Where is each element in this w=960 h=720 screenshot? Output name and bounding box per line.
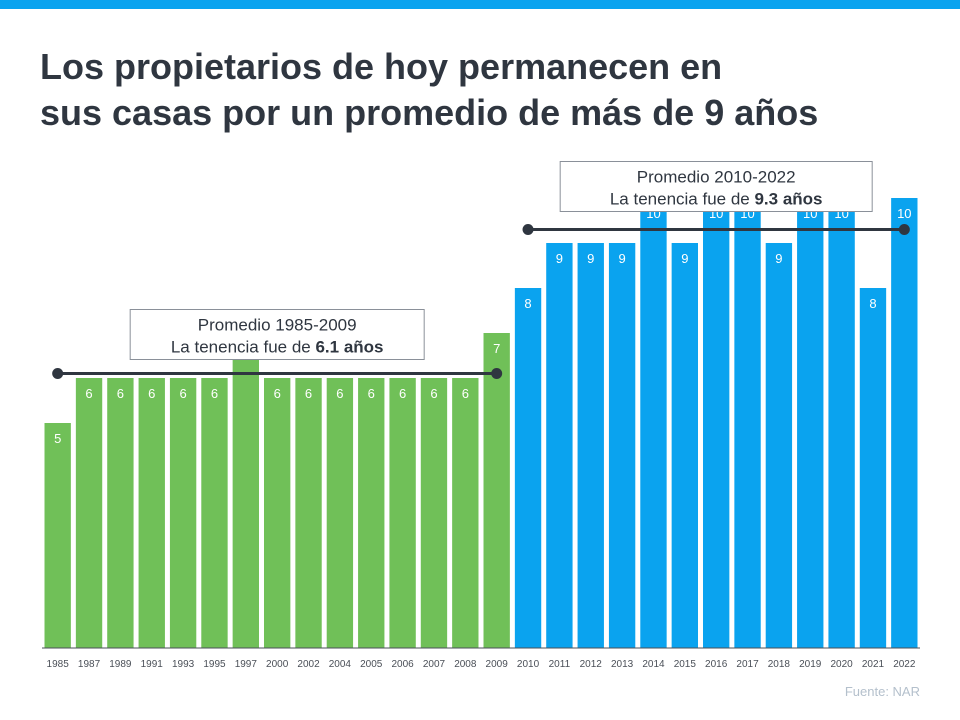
tick-label-2010: 2010 <box>517 659 540 670</box>
tick-label-2020: 2020 <box>830 659 853 670</box>
bar-2011 <box>546 243 573 648</box>
value-label-2004: 6 <box>336 386 343 401</box>
average-annotation-title-2: Promedio 2010-2022 <box>637 168 796 187</box>
tick-label-2021: 2021 <box>862 659 885 670</box>
value-label-2008: 6 <box>462 386 469 401</box>
average-annotation-detail-1: La tenencia fue de 6.1 años <box>171 338 384 357</box>
value-label-1987: 6 <box>85 386 92 401</box>
tick-label-2005: 2005 <box>360 659 383 670</box>
value-label-2005: 6 <box>368 386 375 401</box>
average-annotation-box-2 <box>559 161 873 212</box>
tick-label-2011: 2011 <box>549 659 571 670</box>
value-label-2000: 6 <box>274 386 281 401</box>
average-annotation-detail-2: La tenencia fue de 9.3 años <box>610 190 823 209</box>
bar-1985 <box>44 423 71 648</box>
bar-2006 <box>389 378 416 648</box>
value-label-1995: 6 <box>211 386 218 401</box>
average-line-2-end-dot <box>898 224 910 235</box>
bar-2007 <box>420 378 448 648</box>
bar-2021 <box>859 288 887 648</box>
tick-label-2008: 2008 <box>454 659 477 670</box>
value-label-2011: 9 <box>556 251 563 266</box>
tick-label-2013: 2013 <box>611 659 634 670</box>
tick-label-1995: 1995 <box>203 659 226 670</box>
average-line-1-end-dot <box>491 368 503 379</box>
tick-label-1993: 1993 <box>172 659 195 670</box>
value-label-2022: 10 <box>897 206 911 221</box>
tick-label-2012: 2012 <box>580 659 603 670</box>
value-label-1985: 5 <box>54 431 61 446</box>
tick-label-2018: 2018 <box>768 659 791 670</box>
tick-label-2002: 2002 <box>297 659 320 670</box>
bar-2010 <box>514 288 542 648</box>
tick-label-1987: 1987 <box>78 659 101 670</box>
tick-label-1985: 1985 <box>47 659 70 670</box>
value-label-2002: 6 <box>305 386 312 401</box>
tick-label-2015: 2015 <box>674 659 697 670</box>
value-label-2015: 9 <box>681 251 688 266</box>
tick-label-2009: 2009 <box>486 659 509 670</box>
bar-2002 <box>295 378 322 648</box>
tick-label-2022: 2022 <box>893 659 916 670</box>
average-line-2-start-dot <box>522 224 534 235</box>
source-note: Fuente: NAR <box>844 684 920 699</box>
bar-2012 <box>577 243 604 648</box>
value-label-2012: 9 <box>587 251 594 266</box>
title-line-2: sus casas por un promedio de más de 9 añ… <box>40 92 819 133</box>
value-label-2021: 8 <box>869 296 876 311</box>
bar-1987 <box>75 378 103 648</box>
value-label-1991: 6 <box>148 386 155 401</box>
average-line-1-start-dot <box>52 368 64 379</box>
tick-label-2016: 2016 <box>705 659 728 670</box>
bar-2000 <box>264 378 291 648</box>
bar-2018 <box>765 243 793 648</box>
bar-2017 <box>734 198 761 648</box>
bar-2019 <box>797 198 824 648</box>
bar-1995 <box>201 378 228 648</box>
bar-2020 <box>828 198 855 648</box>
tick-label-2006: 2006 <box>391 659 414 670</box>
tick-label-2017: 2017 <box>736 659 759 670</box>
value-label-2013: 9 <box>618 251 625 266</box>
bar-1989 <box>107 378 134 648</box>
page-title: Los propietarios de hoy permanecen en su… <box>40 44 940 136</box>
bar-2016 <box>703 198 730 648</box>
bar-2005 <box>358 378 385 648</box>
title-line-1: Los propietarios de hoy permanecen en <box>40 46 723 87</box>
bar-1997 <box>232 333 259 648</box>
tick-label-2019: 2019 <box>799 659 822 670</box>
tick-label-1991: 1991 <box>141 659 164 670</box>
value-label-1993: 6 <box>179 386 186 401</box>
value-label-2009: 7 <box>493 341 500 356</box>
value-label-1989: 6 <box>117 386 124 401</box>
bar-2014 <box>640 198 667 648</box>
bar-2013 <box>608 243 636 648</box>
bar-2004 <box>326 378 354 648</box>
tick-label-2000: 2000 <box>266 659 289 670</box>
bar-2009 <box>483 333 510 648</box>
value-label-2010: 8 <box>524 296 531 311</box>
bar-2008 <box>452 378 479 648</box>
tick-label-2004: 2004 <box>329 659 352 670</box>
bar-1993 <box>169 378 197 648</box>
tick-label-1997: 1997 <box>235 659 258 670</box>
value-label-2018: 9 <box>775 251 782 266</box>
value-label-2006: 6 <box>399 386 406 401</box>
top-accent-strip <box>0 0 960 9</box>
tick-label-2007: 2007 <box>423 659 446 670</box>
tick-label-1989: 1989 <box>109 659 132 670</box>
tick-label-2014: 2014 <box>642 659 665 670</box>
bar-1991 <box>138 378 165 648</box>
bar-2015 <box>671 243 698 648</box>
average-annotation-title-1: Promedio 1985-2009 <box>198 316 357 335</box>
value-label-2007: 6 <box>430 386 437 401</box>
bar-2022 <box>891 198 918 648</box>
average-annotation-box-1 <box>129 309 425 360</box>
